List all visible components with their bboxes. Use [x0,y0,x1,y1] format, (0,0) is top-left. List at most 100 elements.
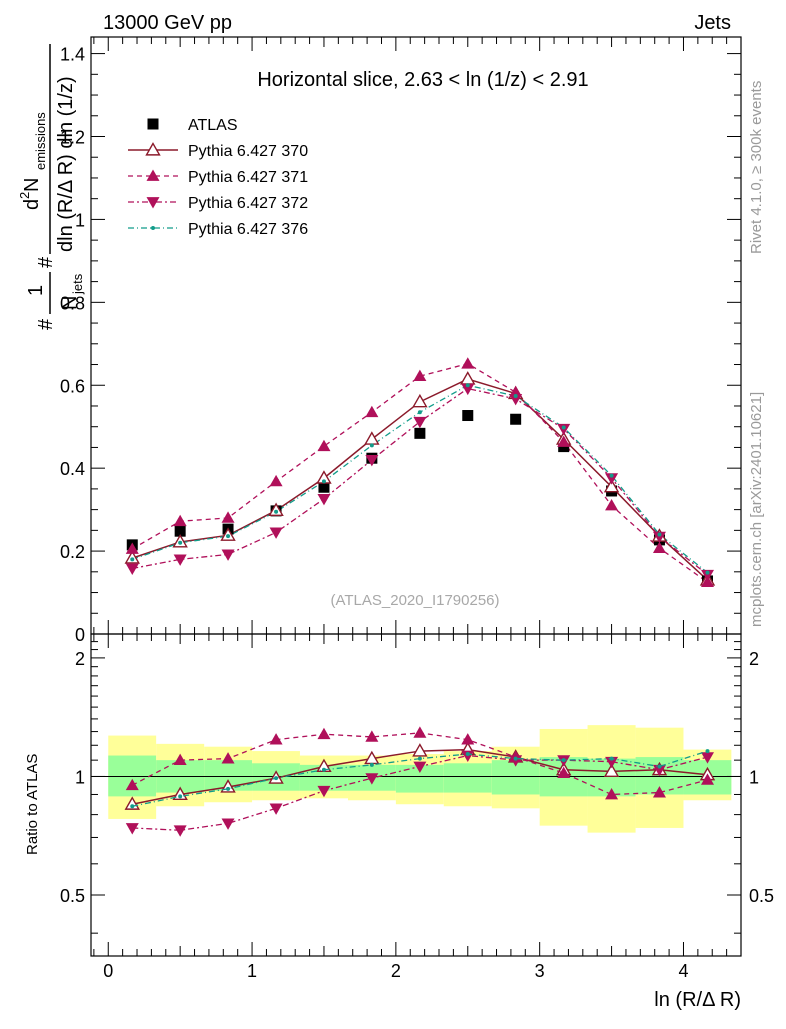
point-p371 [413,369,427,382]
point-p376 [609,473,614,478]
ratio-point-p372 [700,752,714,764]
ratio-point-p376 [417,756,422,761]
ratio-y-tick-label: 1 [75,767,85,787]
ratio-point-p371 [557,766,571,778]
point-p372 [557,423,571,436]
x-tick-label: 0 [103,961,113,981]
ratio-point-p371 [221,752,235,764]
point-atlas [174,525,186,537]
legend-label-atlas: ATLAS [188,117,238,134]
ratio-point-p372 [365,773,379,785]
ratio-point-p376 [130,804,135,809]
main-y-axis-label: # 1 N jets # d 2 N emissions dln (R/Δ R)… [17,44,85,330]
y-tick-label: 0.6 [60,376,85,396]
ratio-point-p376 [178,794,183,799]
point-p372 [509,394,523,406]
x-tick-label: 1 [247,961,257,981]
ratio-point-p372 [652,764,666,777]
ratio-point-p371 [125,778,139,791]
ratio-point-p376 [561,758,566,763]
mcplots-label: mcplots.cern.ch [arXiv:2401.10621] [748,392,765,627]
ratio-y-axis-label: Ratio to ATLAS [24,754,41,855]
ratio-point-p371 [461,733,475,745]
point-p370 [124,550,140,564]
x-tick-label: 2 [391,961,401,981]
point-p372 [413,416,427,429]
ratio-point-p372 [125,823,139,835]
point-p370 [412,393,428,408]
ratio-point-p376 [321,767,326,772]
y-tick-label: 1 [75,210,85,230]
ratio-point-p376 [705,749,710,754]
line-p372 [132,387,708,576]
legend-label-p370: Pythia 6.427 370 [188,143,308,160]
main-series [124,357,716,588]
ratio-y-tick-label: 0.5 [60,886,85,906]
ylabel-hash1: # [35,318,57,330]
point-p376 [321,479,326,484]
point-p371 [557,435,571,447]
point-p376 [274,509,279,514]
point-atlas [414,427,426,439]
y-tick-label: 0.2 [60,542,85,562]
ratio-series [124,726,716,837]
legend-marker-p371 [146,169,160,181]
point-p370 [603,478,620,493]
point-p376 [417,410,422,415]
x-axis-label: ln (R/Δ R) [654,989,741,1011]
point-p372 [125,563,139,575]
ratio-y-tick-label-right: 1 [749,767,759,787]
legend: ATLAS Pythia 6.427 370 Pythia 6.427 371 Pyt… [128,117,308,238]
ratio-point-p376 [609,756,614,761]
point-p372 [317,493,331,506]
point-p371 [461,357,475,369]
ratio-point-p370 [124,796,140,810]
ratio-point-p376 [226,786,231,791]
ratio-point-p371 [605,787,619,800]
ratio-y-tick-label-right: 0.5 [749,886,774,906]
point-p372 [173,554,187,566]
y-tick-label: 0.8 [60,293,85,313]
x-tick-label: 3 [535,961,545,981]
ratio-frame [90,633,742,957]
point-p376 [130,557,135,562]
analysis-watermark: (ATLAS_2020_I1790256) [330,592,499,609]
y-tick-label: 0.4 [60,459,85,479]
ratio-point-p372 [461,750,475,763]
legend-marker-p372 [146,197,160,209]
ylabel-frac2-num-d: d [21,199,43,210]
point-p376 [561,425,566,430]
ratio-point-p371 [317,727,331,740]
point-p376 [369,443,374,448]
point-atlas [318,481,330,493]
point-p372 [221,549,235,561]
point-p372 [700,569,714,582]
jets-label: Jets [694,12,731,34]
ratio-point-p370 [412,743,428,757]
axes: 0 1 2 3 4 0 0.2 0.4 0.6 0.8 1 1.2 1.4 0.5 0.5 1 1 2 2 [60,36,774,981]
legend-label-p376: Pythia 6.427 376 [188,221,308,238]
point-p376 [178,540,183,545]
ratio-point-p372 [269,803,283,815]
point-p376 [226,534,231,539]
point-p376 [513,394,518,399]
ratio-point-p371 [173,753,187,766]
point-p371 [365,405,379,418]
ratio-point-p371 [413,726,427,738]
point-p372 [269,527,283,539]
ylabel-frac1-num: 1 [25,285,47,296]
ylabel-hash2: # [35,256,57,268]
rivet-label: Rivet 4.1.0, ≥ 300k events [748,81,765,254]
chart-title: Horizontal slice, 2.63 < ln (1/z) < 2.91 [257,69,588,91]
point-p370 [460,371,476,385]
point-p376 [465,383,470,388]
ratio-point-p376 [657,764,662,769]
point-p372 [365,455,379,467]
point-p376 [657,532,662,537]
point-p371 [652,541,666,554]
ylabel-frac2-num-sup: 2 [17,192,32,199]
point-p371 [221,511,235,523]
ratio-point-p370 [603,763,620,777]
point-atlas [462,410,474,422]
